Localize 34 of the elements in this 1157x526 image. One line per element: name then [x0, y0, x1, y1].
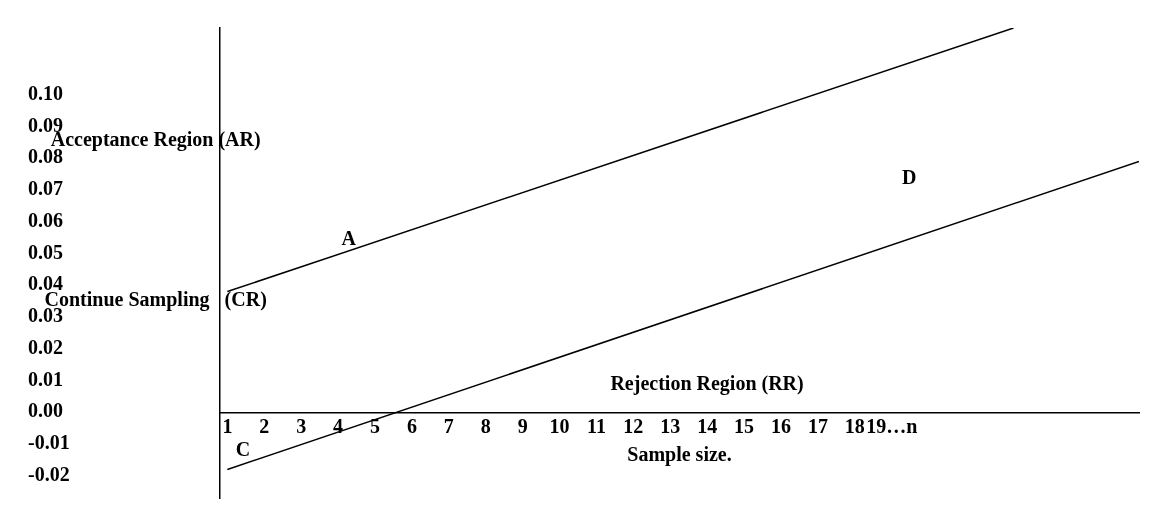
y-tick-label: 0.05	[28, 240, 63, 263]
x-tick-label: 13	[660, 415, 681, 438]
y-tick-label: 0.00	[28, 399, 63, 422]
y-tick-label: 0.02	[28, 335, 63, 358]
x-tick-label: 18	[844, 415, 865, 438]
x-tick-label: 14	[697, 415, 718, 438]
y-tick-label: 0.10	[28, 81, 63, 104]
y-tick-label: 0.01	[28, 367, 63, 390]
y-tick-label: -0.02	[28, 462, 70, 485]
x-tick-label: 12	[623, 415, 644, 438]
x-tick-label: 3	[296, 415, 307, 438]
x-tick-label: 15	[734, 415, 755, 438]
x-axis-title: Sample size.	[627, 443, 732, 467]
x-tick-label: 19…n	[866, 415, 918, 438]
annotation: D	[902, 165, 917, 188]
annotation: Rejection Region (RR)	[610, 372, 804, 396]
y-tick-label: -0.01	[28, 431, 70, 454]
y-tick-label: 0.08	[28, 145, 63, 168]
annotation: C	[235, 438, 251, 461]
x-tick-label: 4	[333, 415, 344, 438]
x-tick-label: 7	[443, 415, 454, 438]
x-tick-label: 1	[222, 415, 233, 438]
x-tick-label: 2	[259, 415, 270, 438]
x-tick-label: 5	[370, 415, 381, 438]
x-tick-label: 16	[771, 415, 791, 438]
x-tick-label: 9	[517, 415, 528, 438]
x-tick-label: 11	[587, 415, 606, 438]
y-tick-label: 0.06	[28, 208, 63, 231]
x-tick-label: 17	[807, 415, 828, 438]
y-tick-label: 0.07	[28, 177, 63, 200]
x-tick-label: 8	[480, 415, 491, 438]
annotation: A	[341, 226, 357, 249]
x-tick-label: 10	[549, 415, 570, 438]
x-tick-label: 6	[406, 415, 417, 438]
